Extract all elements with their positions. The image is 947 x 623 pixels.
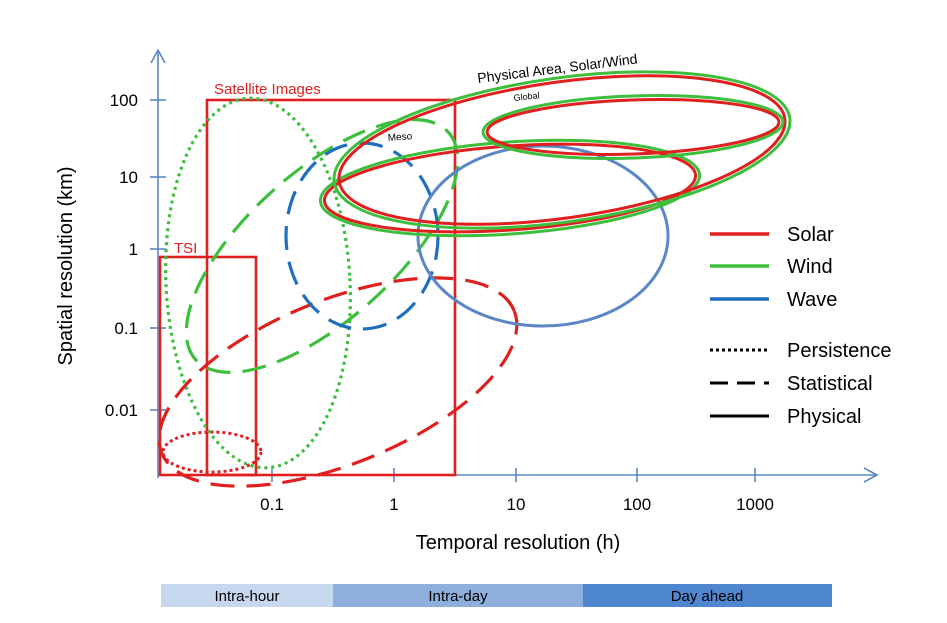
wind-statistical-ellipse xyxy=(184,118,460,374)
large-solar-ellipse xyxy=(337,74,787,226)
x-tick-label: 1000 xyxy=(736,495,774,514)
satellite-images-region xyxy=(205,98,457,477)
axes: 100 10 1 0.1 0.01 0.1 1 10 100 1000 Temp… xyxy=(55,48,879,554)
x-tick-label: 0.1 xyxy=(260,495,284,514)
legend-wind-label: Wind xyxy=(787,256,833,278)
global-physical-area xyxy=(481,94,785,160)
x-axis-label: Temporal resolution (h) xyxy=(416,532,621,554)
global-solar-ellipse xyxy=(485,98,781,156)
y-axis-arrow xyxy=(150,48,166,64)
y-tick-label: 1 xyxy=(129,240,138,259)
legend-wave-label: Wave xyxy=(787,289,837,311)
x-tick-label: 10 xyxy=(507,495,526,514)
solar-persistence-ellipse xyxy=(161,430,263,474)
solar-statistical-ellipse xyxy=(157,276,519,488)
x-tick-label: 100 xyxy=(623,495,651,514)
physical-area-large xyxy=(332,70,792,230)
y-tick-label: 10 xyxy=(119,168,138,187)
wind-persistence-ellipse xyxy=(164,96,352,470)
day-ahead-label: Day ahead xyxy=(671,588,744,605)
intra-day-segment xyxy=(333,584,583,607)
y-tick-label: 100 xyxy=(110,91,138,110)
day-ahead-segment xyxy=(583,584,832,607)
y-tick-label: 0.01 xyxy=(105,401,138,420)
x-axis-arrow xyxy=(863,467,879,483)
meso-label: Meso xyxy=(387,131,413,144)
legend-statistical-label: Statistical xyxy=(787,373,873,395)
meso-wind-ellipse xyxy=(318,138,702,238)
satellite-images-label: Satellite Images xyxy=(214,81,321,98)
y-tick-label: 0.1 xyxy=(114,319,138,338)
legend-persistence-label: Persistence xyxy=(787,340,892,362)
intra-hour-label: Intra-hour xyxy=(214,588,279,605)
forecast-horizon-bar: Intra-hour Intra-day Day ahead xyxy=(161,584,832,607)
x-tick-label: 1 xyxy=(389,495,398,514)
wave-physical-ellipse xyxy=(416,144,670,328)
global-label: Global xyxy=(513,90,540,103)
legend-physical-label: Physical xyxy=(787,406,861,428)
legend: Solar Wind Wave Persistence Statistical … xyxy=(710,224,892,428)
large-wind-ellipse xyxy=(332,70,792,230)
y-axis-label: Spatial resolution (km) xyxy=(55,167,77,366)
tsi-label: TSI xyxy=(174,240,197,257)
global-wind-ellipse xyxy=(481,94,785,160)
legend-solar-label: Solar xyxy=(787,224,834,246)
tsi-region xyxy=(158,255,258,477)
intra-hour-segment xyxy=(161,584,333,607)
intra-day-label: Intra-day xyxy=(428,588,488,605)
